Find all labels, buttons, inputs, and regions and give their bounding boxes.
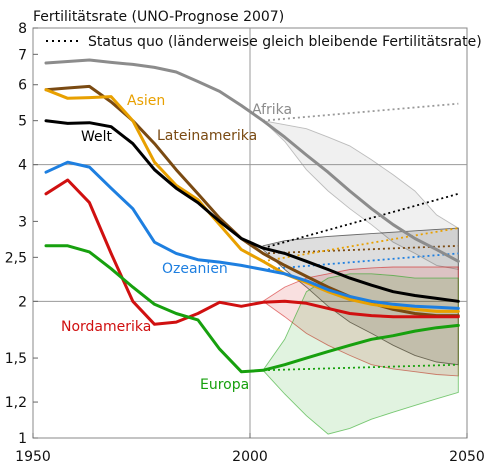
series-label-asien: Asien	[127, 93, 165, 109]
series-label-ozeanien: Ozeanien	[162, 261, 228, 277]
y-tick-label: 2	[18, 294, 27, 310]
chart-title: Fertilitätsrate (UNO-Prognose 2007)	[33, 9, 284, 25]
series-label-nordamerika: Nordamerika	[61, 319, 151, 335]
status-quo-welt	[262, 192, 459, 249]
series-line-europa	[44, 244, 460, 374]
series-label-afrika: Afrika	[252, 102, 292, 118]
y-tick-label: 7	[18, 47, 27, 63]
x-tick-label: 2050	[449, 449, 485, 465]
y-tick-label: 8	[18, 21, 27, 37]
legend-label: Status quo (länderweise gleich bleibende…	[88, 34, 482, 50]
status-quo-afrika	[262, 102, 459, 122]
legend: Status quo (länderweise gleich bleibende…	[46, 34, 482, 50]
y-tick-label: 5	[18, 114, 27, 130]
y-tick-label: 1,5	[5, 351, 27, 367]
series-line-afrika	[44, 58, 460, 263]
series-label-europa: Europa	[200, 377, 249, 393]
series-line-nordamerika	[44, 178, 460, 326]
series-line-lateinamerika	[44, 84, 460, 318]
series-label-welt: Welt	[81, 129, 113, 145]
series-line-asien	[44, 88, 460, 313]
series-line-welt	[44, 119, 460, 303]
y-tick-label: 3	[18, 214, 27, 230]
x-tick-label: 2000	[232, 449, 268, 465]
series-label-lateinamerika: Lateinamerika	[157, 128, 257, 144]
y-tick-label: 2,5	[5, 250, 27, 266]
y-tick-label: 1	[18, 431, 27, 447]
status-quo-asien	[262, 227, 459, 263]
y-tick-label: 6	[18, 78, 27, 94]
x-tick-label: 1950	[15, 449, 51, 465]
series-line-ozeanien	[44, 160, 460, 310]
y-tick-label: 4	[18, 158, 27, 174]
plot-layer: 1 1,2 1,5 2 2,5 3 4 5 6 7 8 1950 2000 2050 Afrika Latei…	[5, 21, 485, 465]
y-tick-label: 1,2	[5, 395, 27, 411]
